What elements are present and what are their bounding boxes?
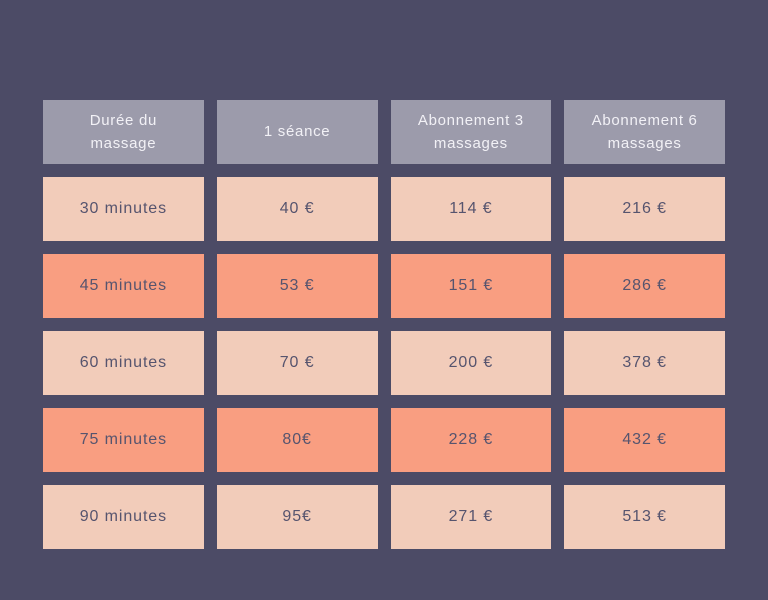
header-cell-abonnement-6-massages: Abonnement 6 massages: [564, 100, 725, 164]
price-cell: 40 €: [216, 177, 378, 241]
price-cell: 53 €: [216, 254, 378, 318]
pricing-table: Durée du massage 1 séance Abonnement 3 m…: [43, 100, 725, 549]
price-cell: 151 €: [390, 254, 552, 318]
price-cell: 513 €: [564, 485, 725, 549]
duration-cell: 90 minutes: [43, 485, 204, 549]
header-cell-1-seance: 1 séance: [216, 100, 378, 164]
price-cell: 70 €: [216, 331, 378, 395]
price-cell: 80€: [216, 408, 378, 472]
price-cell: 228 €: [390, 408, 552, 472]
price-cell: 114 €: [390, 177, 552, 241]
price-cell: 216 €: [564, 177, 725, 241]
duration-cell: 60 minutes: [43, 331, 204, 395]
price-cell: 95€: [216, 485, 378, 549]
duration-cell: 45 minutes: [43, 254, 204, 318]
header-cell-duree-du-massage: Durée du massage: [43, 100, 204, 164]
duration-cell: 75 minutes: [43, 408, 204, 472]
header-cell-abonnement-3-massages: Abonnement 3 massages: [390, 100, 552, 164]
price-cell: 271 €: [390, 485, 552, 549]
price-cell: 378 €: [564, 331, 725, 395]
duration-cell: 30 minutes: [43, 177, 204, 241]
price-cell: 286 €: [564, 254, 725, 318]
price-cell: 432 €: [564, 408, 725, 472]
price-cell: 200 €: [390, 331, 552, 395]
